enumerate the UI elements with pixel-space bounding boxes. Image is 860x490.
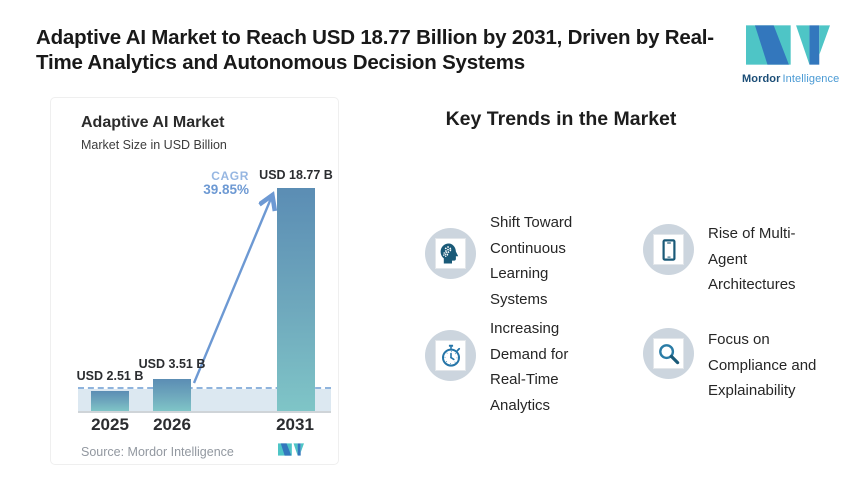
trend-icon-tile (435, 238, 466, 269)
cagr-label: CAGR (211, 169, 249, 183)
magnifier-icon (658, 343, 679, 364)
trend-item-real-time-analytics: Increasing Demand for Real-Time Analytic… (425, 316, 595, 418)
chart-subtitle: Market Size in USD Billion (81, 138, 227, 152)
brand-name-light: Intelligence (782, 73, 840, 85)
bar-2031 (277, 188, 315, 411)
cagr-annotation: CAGR 39.85% (169, 169, 249, 197)
trend-icon-tile (653, 338, 684, 369)
bar-value-label: USD 18.77 B (259, 168, 333, 182)
bar-2025 (91, 391, 129, 411)
trend-icon-badge (643, 328, 694, 379)
mordor-logo-small-icon (278, 443, 304, 456)
brand-logo: Mordor Intelligence (742, 25, 839, 85)
trend-item-multi-agent: Rise of Multi-Agent Architectures (643, 221, 823, 298)
x-axis-tick-2031: 2031 (276, 415, 314, 434)
x-axis-line (78, 411, 331, 413)
trend-icon-badge (643, 224, 694, 275)
trend-text: Shift Toward Continuous Learning Systems (490, 214, 573, 308)
chart-title: Adaptive AI Market (81, 114, 225, 131)
trend-icon-tile (653, 234, 684, 265)
trend-item-compliance-explainability: Focus on Compliance and Explainability (643, 327, 830, 404)
trend-text: Increasing Demand for Real-Time Analytic… (490, 320, 569, 414)
growth-arrow-icon (192, 98, 338, 384)
trend-text: Rise of Multi-Agent Architectures (708, 225, 796, 293)
trend-item-continuous-learning: Shift Toward Continuous Learning Systems (425, 210, 600, 312)
trend-icon-badge (425, 228, 476, 279)
brand-name-bold: Mordor (742, 73, 781, 85)
x-axis-tick-2025: 2025 (91, 415, 129, 434)
bar-2026 (153, 379, 191, 411)
source-note: Source: Mordor Intelligence (81, 445, 234, 459)
stopwatch-icon (441, 344, 460, 367)
brand-name: Mordor Intelligence (742, 73, 839, 85)
smartphone-icon (661, 238, 676, 261)
bar-value-label: USD 3.51 B (138, 357, 206, 371)
baseline-band (78, 389, 331, 411)
trend-icon-tile (435, 340, 466, 371)
head-gears-icon (440, 243, 458, 263)
trends-heading: Key Trends in the Market (445, 108, 677, 130)
trend-icon-badge (425, 330, 476, 381)
trend-text: Focus on Compliance and Explainability (708, 331, 817, 399)
bar-value-label: USD 2.51 B (76, 369, 144, 383)
x-axis-tick-2026: 2026 (153, 415, 191, 434)
market-chart-card: Adaptive AI Market Market Size in USD Bi… (50, 97, 339, 465)
page-title: Adaptive AI Market to Reach USD 18.77 Bi… (36, 26, 714, 74)
dashed-reference-line (78, 387, 331, 389)
cagr-value: 39.85% (203, 182, 249, 197)
mordor-logo-icon (746, 25, 830, 65)
